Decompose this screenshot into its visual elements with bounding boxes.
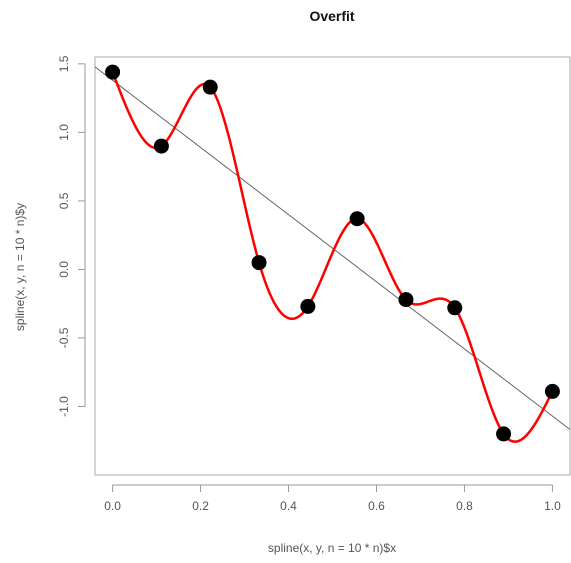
data-point bbox=[447, 300, 463, 316]
plot-frame bbox=[94, 56, 571, 476]
chart-title: Overfit bbox=[309, 8, 354, 24]
data-point bbox=[544, 383, 560, 399]
data-point bbox=[300, 298, 316, 314]
y-tick-label: 0.0 bbox=[57, 261, 71, 278]
x-tick-label: 0.0 bbox=[104, 499, 121, 513]
data-point bbox=[251, 255, 267, 271]
spline-curve bbox=[111, 70, 554, 443]
x-tick-label: 1.0 bbox=[544, 499, 561, 513]
y-tick-label: 1.5 bbox=[57, 55, 71, 72]
x-axis-label: spline(x, y, n = 10 * n)$x bbox=[268, 541, 396, 555]
x-tick-label: 0.4 bbox=[280, 499, 297, 513]
y-axis-label: spline(x, y, n = 10 * n)$y bbox=[13, 203, 27, 331]
data-point bbox=[202, 79, 218, 95]
data-point bbox=[105, 64, 121, 80]
y-tick-label: 1.0 bbox=[57, 124, 71, 141]
data-point bbox=[153, 138, 169, 154]
data-point bbox=[398, 292, 414, 308]
data-point bbox=[349, 211, 365, 227]
y-tick-label: 0.5 bbox=[57, 192, 71, 209]
x-tick-label: 0.6 bbox=[368, 499, 385, 513]
x-tick-label: 0.8 bbox=[456, 499, 473, 513]
data-point bbox=[496, 426, 512, 442]
y-tick-label: -0.5 bbox=[57, 327, 71, 348]
y-tick-label: -1.0 bbox=[57, 396, 71, 417]
x-tick-label: 0.2 bbox=[192, 499, 209, 513]
linear-fit-line bbox=[94, 66, 571, 430]
